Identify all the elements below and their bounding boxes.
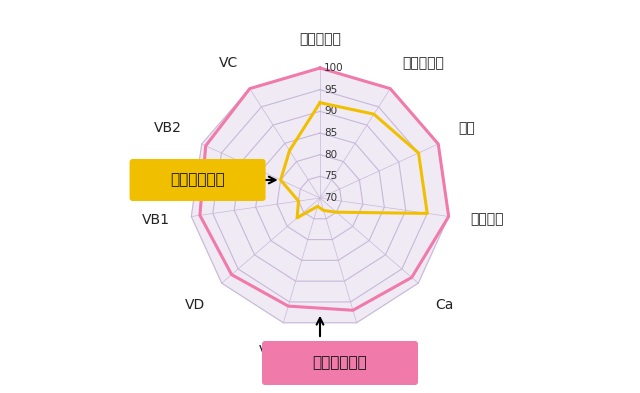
Text: 咀嚼機能良好: 咀嚼機能良好: [312, 356, 367, 371]
FancyBboxPatch shape: [129, 159, 266, 201]
Polygon shape: [191, 68, 449, 323]
Text: エネルギー: エネルギー: [299, 32, 341, 46]
Text: VA: VA: [259, 344, 277, 358]
Text: Fe: Fe: [363, 344, 379, 358]
Polygon shape: [277, 155, 363, 240]
Text: 95: 95: [324, 84, 337, 95]
Text: 脂質: 脂質: [458, 121, 475, 135]
Text: 炭水化物: 炭水化物: [470, 213, 504, 227]
Text: VD: VD: [185, 298, 205, 312]
Text: たんぱく質: たんぱく質: [402, 56, 444, 70]
Text: 85: 85: [324, 128, 337, 138]
Text: 80: 80: [324, 150, 337, 160]
Text: Ca: Ca: [435, 298, 453, 312]
Polygon shape: [234, 111, 406, 281]
Text: 70: 70: [324, 193, 337, 203]
Polygon shape: [255, 133, 385, 261]
FancyBboxPatch shape: [262, 341, 418, 385]
Text: VC: VC: [219, 56, 238, 70]
Text: VB1: VB1: [141, 213, 170, 227]
Polygon shape: [212, 90, 428, 302]
Text: VB2: VB2: [154, 121, 182, 135]
Text: 咀嚼機能不良: 咀嚼機能不良: [170, 173, 225, 187]
Text: 100: 100: [324, 63, 344, 73]
Text: 75: 75: [324, 171, 337, 181]
Text: 90: 90: [324, 107, 337, 116]
Polygon shape: [298, 176, 342, 219]
